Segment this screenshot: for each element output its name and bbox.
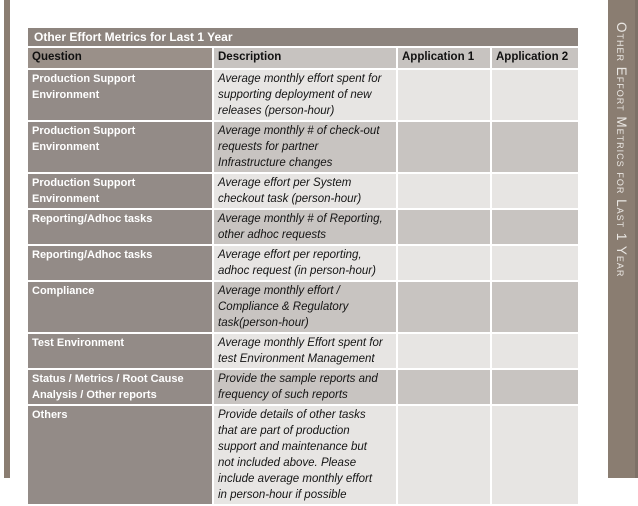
question-cell: Production Support Environment [28,174,212,208]
description-cell: Provide details of other tasks that are … [214,406,396,504]
vertical-slide-title: Other Effort Metrics for Last 1 Year [614,22,629,278]
column-header-application2: Application 2 [492,48,579,68]
table-title-row: Other Effort Metrics for Last 1 Year [28,28,579,46]
description-cell: Average monthly effort spent for support… [214,70,396,120]
application1-cell [398,406,490,504]
application1-cell [398,210,490,244]
application1-cell [398,334,490,368]
column-header-description: Description [214,48,396,68]
application2-cell [492,174,579,208]
table-row: Others Provide details of other tasks th… [28,406,579,504]
application2-cell [492,370,579,404]
table-row: Status / Metrics / Root Cause Analysis /… [28,370,579,404]
question-cell: Compliance [28,282,212,332]
description-cell: Average monthly Effort spent for test En… [214,334,396,368]
application1-cell [398,282,490,332]
table-row: Test Environment Average monthly Effort … [28,334,579,368]
application1-cell [398,122,490,172]
effort-metrics-table: Other Effort Metrics for Last 1 Year Que… [26,26,580,506]
application2-cell [492,282,579,332]
description-cell: Provide the sample reports and frequency… [214,370,396,404]
description-cell: Average effort per reporting, adhoc requ… [214,246,396,280]
table-row: Compliance Average monthly effort / Comp… [28,282,579,332]
question-cell: Others [28,406,212,504]
table-title: Other Effort Metrics for Last 1 Year [28,28,579,46]
question-cell: Reporting/Adhoc tasks [28,210,212,244]
application2-cell [492,246,579,280]
application2-cell [492,334,579,368]
table-header-row: Question Description Application 1 Appli… [28,48,579,68]
application1-cell [398,174,490,208]
left-accent-strip [4,0,10,478]
description-cell: Average effort per System checkout task … [214,174,396,208]
table-row: Production Support Environment Average m… [28,70,579,120]
table-row: Production Support Environment Average e… [28,174,579,208]
description-cell: Average monthly # of check-out requests … [214,122,396,172]
application2-cell [492,70,579,120]
question-cell: Production Support Environment [28,70,212,120]
question-cell: Reporting/Adhoc tasks [28,246,212,280]
column-header-application1: Application 1 [398,48,490,68]
question-cell: Status / Metrics / Root Cause Analysis /… [28,370,212,404]
application2-cell [492,122,579,172]
application1-cell [398,370,490,404]
column-header-question: Question [28,48,212,68]
application2-cell [492,210,579,244]
table-row: Production Support Environment Average m… [28,122,579,172]
description-cell: Average monthly effort / Compliance & Re… [214,282,396,332]
description-cell: Average monthly # of Reporting, other ad… [214,210,396,244]
table-row: Reporting/Adhoc tasks Average monthly # … [28,210,579,244]
metrics-table: Other Effort Metrics for Last 1 Year Que… [26,26,580,506]
application2-cell [492,406,579,504]
slide-sidebar: Other Effort Metrics for Last 1 Year [608,0,638,478]
application1-cell [398,70,490,120]
application1-cell [398,246,490,280]
table-row: Reporting/Adhoc tasks Average effort per… [28,246,579,280]
question-cell: Test Environment [28,334,212,368]
question-cell: Production Support Environment [28,122,212,172]
